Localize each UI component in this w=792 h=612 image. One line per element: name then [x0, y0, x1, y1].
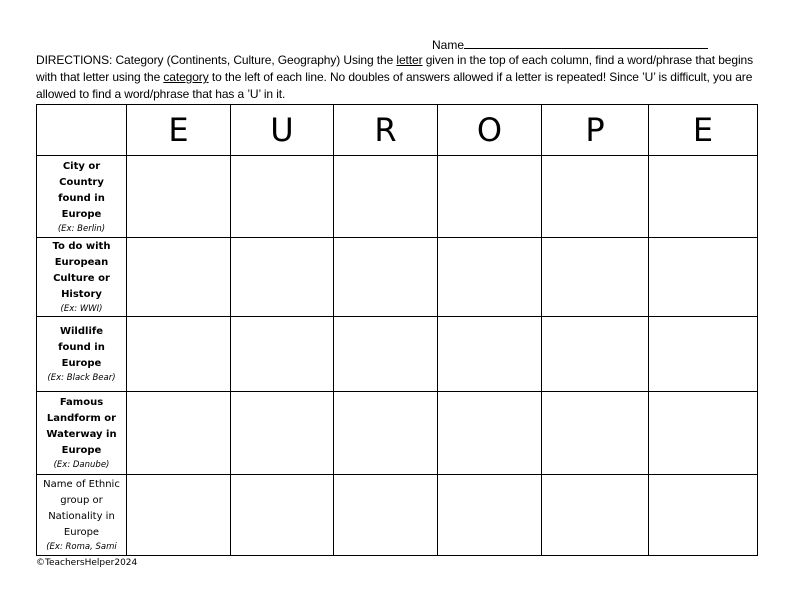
header-row: E U R O P E: [36, 104, 758, 156]
answer-cell[interactable]: [437, 316, 542, 392]
category-example: (Ex: Roma, Sami: [46, 542, 117, 552]
category-cell: Wildlife found in Europe (Ex: Black Bear): [36, 316, 127, 392]
answer-cell[interactable]: [126, 316, 231, 392]
answer-cell[interactable]: [230, 316, 334, 392]
category-row: City or Country found in Europe (Ex: Berl…: [36, 155, 758, 238]
directions: DIRECTIONS: Category (Continents, Cultur…: [36, 52, 761, 103]
category-label: City or Country found in Europe: [58, 160, 105, 220]
category-label: Famous Landform or Waterway in Europe: [46, 397, 117, 456]
category-row: Wildlife found in Europe (Ex: Black Bear): [36, 316, 758, 392]
letter-header: O: [437, 104, 542, 156]
answer-cell[interactable]: [230, 474, 334, 556]
category-cell: Famous Landform or Waterway in Europe (Ex…: [36, 391, 127, 475]
answer-cell[interactable]: [437, 391, 542, 475]
answer-cell[interactable]: [230, 237, 334, 317]
category-example: (Ex: Berlin): [57, 223, 106, 234]
letter-header: R: [333, 104, 438, 156]
name-field[interactable]: Name: [432, 36, 709, 52]
category-label: To do with European Culture or History: [52, 241, 111, 300]
answer-cell[interactable]: [126, 474, 231, 556]
answer-cell[interactable]: [541, 316, 649, 392]
answer-cell[interactable]: [648, 316, 758, 392]
category-label: Wildlife found in Europe: [58, 326, 105, 369]
letter-header: E: [126, 104, 231, 156]
answer-cell[interactable]: [230, 391, 334, 475]
answer-cell[interactable]: [648, 237, 758, 317]
category-cell: To do with European Culture or History (E…: [36, 237, 127, 317]
answer-cell[interactable]: [648, 155, 758, 238]
category-row: To do with European Culture or History (E…: [36, 237, 758, 317]
answer-cell[interactable]: [230, 155, 334, 238]
letter-header: P: [541, 104, 649, 156]
answer-cell[interactable]: [126, 391, 231, 475]
category-row: Name of Ethnic group or Nationality in E…: [36, 474, 758, 556]
category-example: (Ex: Danube): [53, 460, 110, 470]
category-cell: Name of Ethnic group or Nationality in E…: [36, 474, 127, 556]
europe-grid: E U R O P E City or Country found in Eur…: [36, 104, 758, 556]
category-example: (Ex: Black Bear): [47, 373, 116, 383]
copyright: ©TeachersHelper2024: [36, 558, 138, 568]
answer-cell[interactable]: [648, 474, 758, 556]
answer-cell[interactable]: [648, 391, 758, 475]
category-label: Name of Ethnic group or Nationality in E…: [43, 479, 120, 538]
category-example: (Ex: WWI): [60, 304, 103, 314]
answer-cell[interactable]: [333, 391, 438, 475]
directions-underlined-letter: letter: [396, 53, 423, 67]
answer-cell[interactable]: [541, 391, 649, 475]
letter-header: E: [648, 104, 758, 156]
directions-text: to the left of each line. No doubles of …: [36, 70, 753, 101]
answer-cell[interactable]: [437, 155, 542, 238]
letter-header: U: [230, 104, 334, 156]
answer-cell[interactable]: [541, 237, 649, 317]
directions-text: given in the top of each column, find a …: [36, 53, 753, 84]
answer-cell[interactable]: [333, 474, 438, 556]
name-line[interactable]: [464, 36, 709, 49]
answer-cell[interactable]: [437, 237, 542, 317]
directions-underlined-category: category: [163, 70, 209, 84]
corner-cell: [36, 104, 127, 156]
answer-cell[interactable]: [126, 237, 231, 317]
answer-cell[interactable]: [333, 155, 438, 238]
name-label: Name: [432, 38, 465, 52]
answer-cell[interactable]: [126, 155, 231, 238]
category-cell: City or Country found in Europe (Ex: Berl…: [36, 155, 127, 238]
answer-cell[interactable]: [541, 474, 649, 556]
directions-text: DIRECTIONS: Category (Continents, Cultur…: [36, 53, 397, 67]
answer-cell[interactable]: [333, 237, 438, 317]
category-row: Famous Landform or Waterway in Europe (Ex…: [36, 391, 758, 475]
answer-cell[interactable]: [437, 474, 542, 556]
answer-cell[interactable]: [541, 155, 649, 238]
answer-cell[interactable]: [333, 316, 438, 392]
